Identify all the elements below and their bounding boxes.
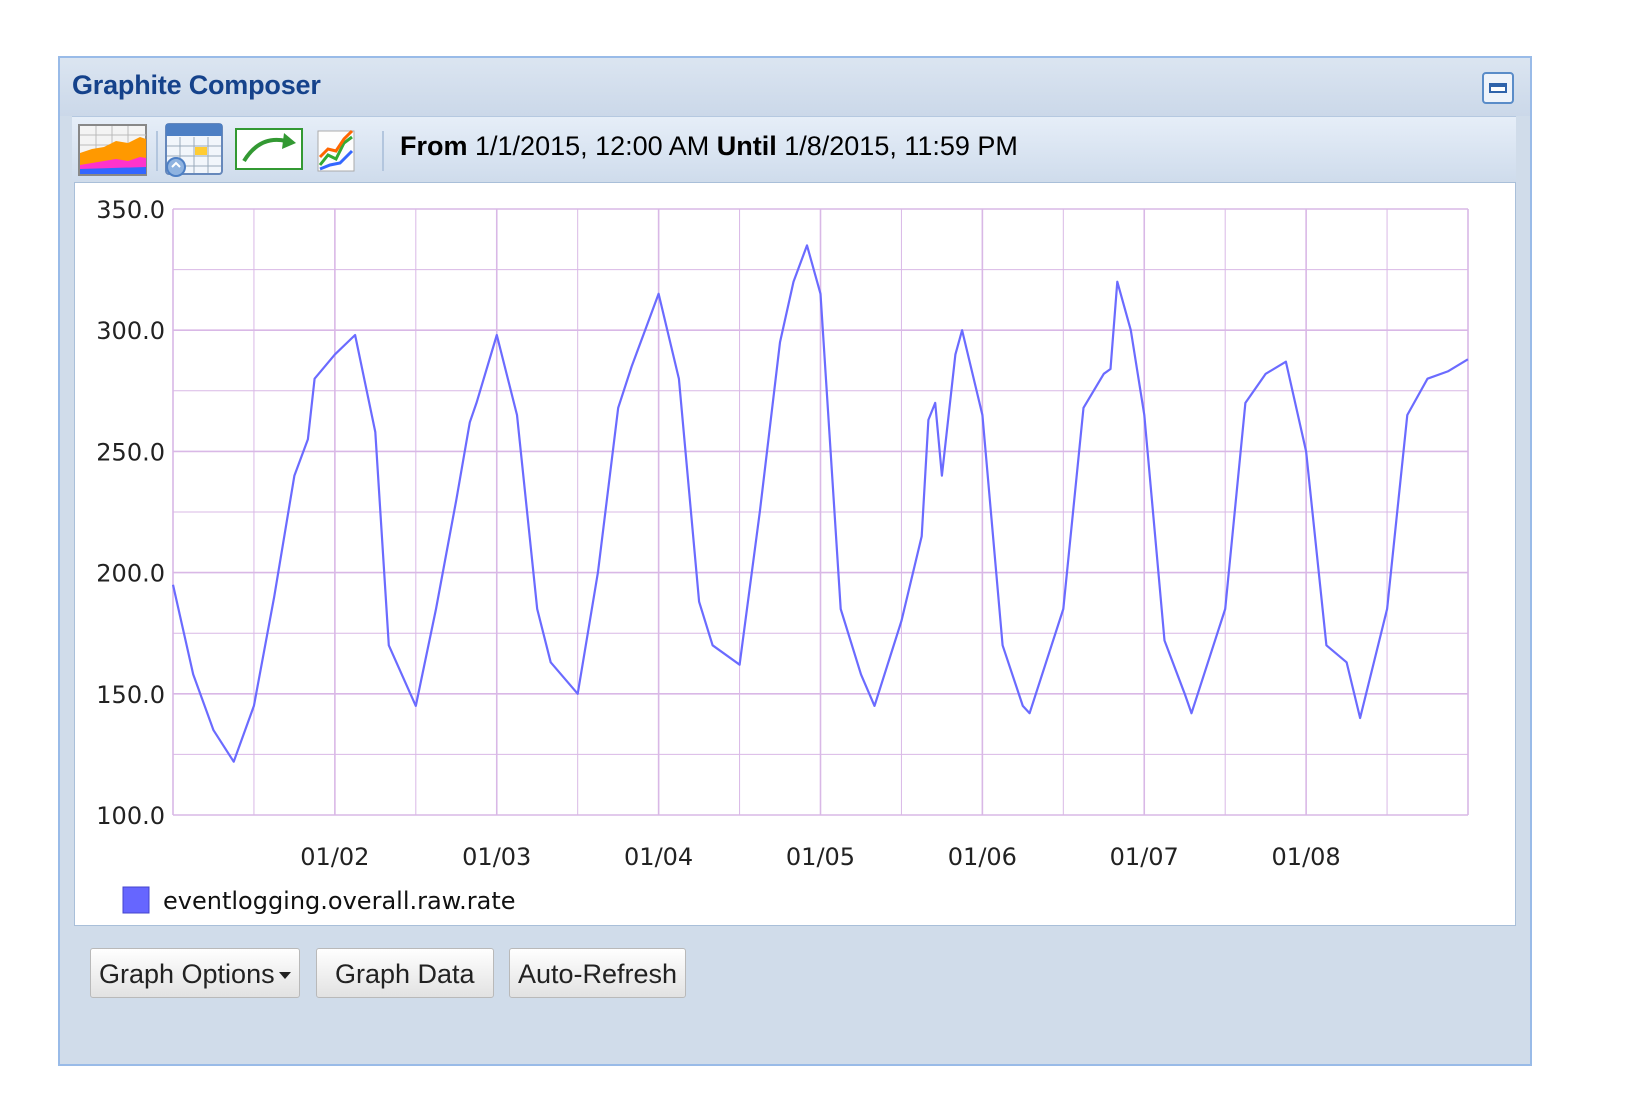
graph-options-icon[interactable] bbox=[78, 121, 148, 177]
x-tick-label: 01/06 bbox=[948, 843, 1017, 871]
graph-options-button[interactable]: Graph Options bbox=[90, 948, 300, 998]
x-tick-label: 01/07 bbox=[1110, 843, 1179, 871]
refresh-arrow-icon[interactable] bbox=[234, 121, 306, 177]
chevron-down-icon bbox=[278, 972, 291, 980]
y-tick-label: 150.0 bbox=[96, 681, 165, 709]
until-value: 1/8/2015, 11:59 PM bbox=[784, 131, 1018, 161]
toolbar-separator bbox=[156, 131, 158, 171]
y-tick-label: 100.0 bbox=[96, 802, 165, 830]
x-tick-label: 01/04 bbox=[624, 843, 693, 871]
window-header: Graphite Composer bbox=[60, 58, 1530, 116]
graph-options-label: Graph Options bbox=[99, 959, 275, 989]
y-tick-label: 300.0 bbox=[96, 317, 165, 345]
graph-image[interactable]: 350.0 300.0 250.0 200.0 150.0 100.0 01/02 01/03… bbox=[74, 182, 1516, 926]
x-tick-label: 01/05 bbox=[786, 843, 855, 871]
graph-data-button[interactable]: Graph Data bbox=[316, 948, 494, 998]
series-line bbox=[171, 244, 1469, 763]
line-chart: 350.0 300.0 250.0 200.0 150.0 100.0 01/02 01/03… bbox=[96, 196, 1469, 915]
legend-label: eventlogging.overall.raw.rate bbox=[163, 887, 516, 915]
auto-refresh-label: Auto-Refresh bbox=[518, 959, 678, 989]
graphite-composer-window: Graphite Composer bbox=[58, 56, 1532, 1066]
x-tick-label: 01/08 bbox=[1272, 843, 1341, 871]
from-value: 1/1/2015, 12:00 AM bbox=[475, 131, 710, 161]
x-tick-label: 01/03 bbox=[462, 843, 531, 871]
auto-refresh-button[interactable]: Auto-Refresh bbox=[509, 948, 687, 998]
y-tick-label: 250.0 bbox=[96, 438, 165, 466]
button-bar: Graph Options Graph Data Auto-Refresh bbox=[60, 928, 1530, 1064]
y-tick-label: 350.0 bbox=[96, 196, 165, 224]
from-label: From bbox=[400, 131, 468, 161]
until-label: Until bbox=[716, 131, 777, 161]
chart-edit-icon[interactable] bbox=[314, 121, 360, 177]
window-title: Graphite Composer bbox=[72, 70, 321, 100]
maximize-icon[interactable] bbox=[1482, 72, 1514, 104]
time-range-text[interactable]: From 1/1/2015, 12:00 AM Until 1/8/2015, … bbox=[400, 131, 1018, 162]
calendar-icon[interactable] bbox=[164, 121, 226, 177]
composer-toolbar: From 1/1/2015, 12:00 AM Until 1/8/2015, … bbox=[72, 116, 1516, 181]
y-tick-label: 200.0 bbox=[96, 560, 165, 588]
graph-data-label: Graph Data bbox=[335, 959, 475, 989]
toolbar-separator bbox=[382, 131, 384, 171]
legend-swatch bbox=[122, 886, 150, 914]
x-tick-label: 01/02 bbox=[300, 843, 369, 871]
